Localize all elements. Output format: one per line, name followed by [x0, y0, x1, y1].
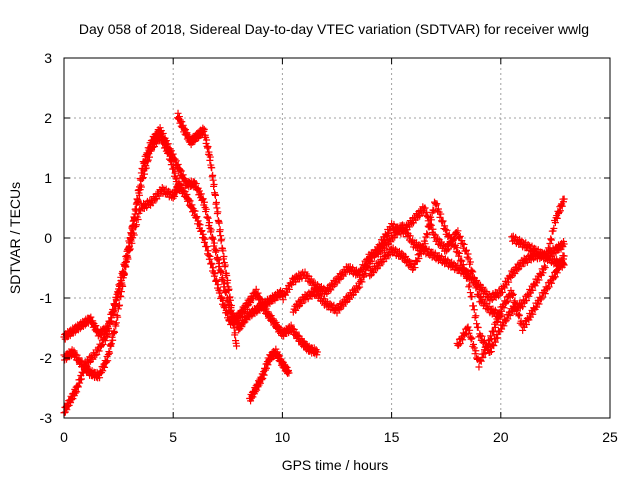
series-track-a	[60, 130, 321, 359]
series-track-d	[174, 109, 241, 350]
series-markers	[508, 232, 568, 271]
series-track-e	[246, 345, 293, 405]
series-track-h	[366, 195, 568, 357]
y-tick-label: 0	[44, 230, 52, 246]
series-markers	[246, 345, 293, 405]
series-markers	[174, 109, 241, 350]
y-tick-label: -2	[40, 350, 53, 366]
y-tick-labels: -3 -2 -1 0 1 2 3	[40, 50, 53, 426]
series-markers	[453, 252, 568, 371]
axis-ticks	[63, 57, 611, 419]
x-tick-label: 0	[60, 429, 68, 445]
series-track-b	[60, 124, 286, 382]
y-tick-label: 3	[44, 50, 52, 66]
y-tick-label: -1	[40, 290, 53, 306]
y-tick-label: 2	[44, 110, 52, 126]
series-track-i	[453, 252, 568, 371]
y-tick-label: -3	[40, 410, 53, 426]
x-tick-label: 25	[602, 429, 618, 445]
grid-lines	[64, 58, 610, 418]
x-tick-label: 15	[384, 429, 400, 445]
chart-title: Day 058 of 2018, Sidereal Day-to-day VTE…	[79, 21, 589, 37]
y-axis-label: SDTVAR / TECUs	[7, 182, 23, 294]
x-axis-label: GPS time / hours	[282, 457, 389, 473]
x-tick-labels: 0 5 10 15 20 25	[60, 429, 618, 445]
data-points	[60, 109, 568, 417]
x-tick-label: 20	[493, 429, 509, 445]
y-tick-label: 1	[44, 170, 52, 186]
series-markers	[60, 130, 321, 359]
series-markers	[366, 195, 568, 357]
series-markers	[289, 203, 505, 321]
x-tick-label: 10	[275, 429, 291, 445]
series-markers	[60, 124, 286, 382]
x-tick-label: 5	[169, 429, 177, 445]
series-track-j	[508, 232, 568, 271]
series-track-g	[289, 203, 505, 321]
